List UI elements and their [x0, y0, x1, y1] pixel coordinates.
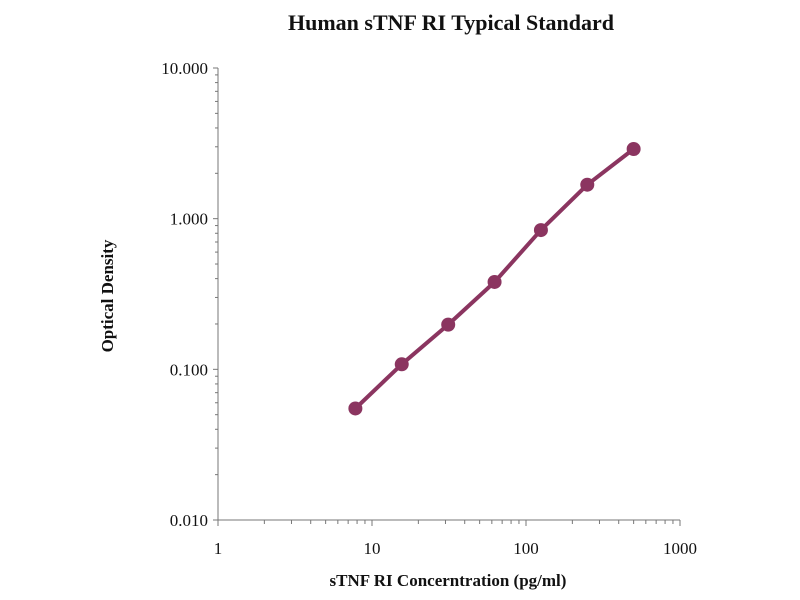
x-tick-label: 10 — [364, 539, 381, 558]
x-tick-label: 1 — [214, 539, 223, 558]
data-point — [394, 357, 409, 372]
plot-marks — [348, 141, 641, 416]
axes: 0.010 0.100 1.000 10.000 1 10 100 1000 — [161, 59, 697, 558]
data-point — [487, 274, 502, 289]
x-axis-title: sTNF RI Concerntration (pg/ml) — [330, 571, 567, 590]
data-point — [533, 223, 548, 238]
x-tick-label: 100 — [513, 539, 539, 558]
y-tick-label: 0.010 — [170, 511, 208, 530]
data-point — [348, 401, 363, 416]
chart-title: Human sTNF RI Typical Standard — [288, 10, 614, 35]
data-point — [580, 177, 595, 192]
data-point — [441, 317, 456, 332]
y-axis-title: Optical Density — [98, 239, 117, 352]
y-tick-label: 10.000 — [161, 59, 208, 78]
data-point — [626, 141, 641, 156]
x-tick-label: 1000 — [663, 539, 697, 558]
y-tick-label: 1.000 — [170, 210, 208, 229]
y-tick-label: 0.100 — [170, 360, 208, 379]
